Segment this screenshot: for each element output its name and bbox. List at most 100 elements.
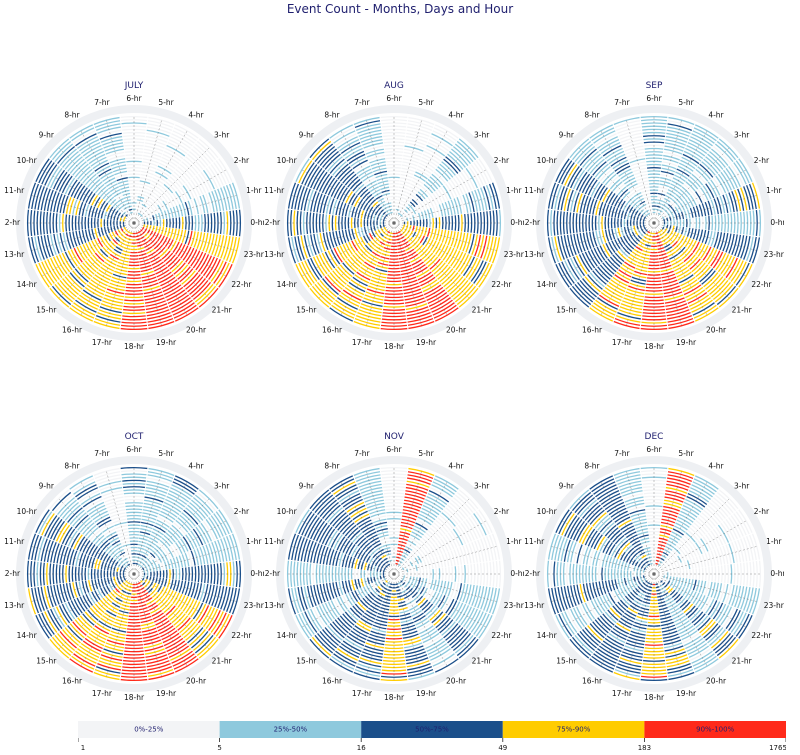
arc-h15-d15: [349, 256, 361, 268]
hour-label-11: 11-hr: [524, 537, 545, 546]
arc-h11-d21: [319, 545, 326, 564]
arc-h10-d25: [572, 520, 586, 541]
arc-h19-d30: [147, 668, 174, 677]
arc-h2-d16: [180, 187, 189, 201]
arc-h15-d15: [609, 256, 621, 268]
arc-h19-d6: [397, 597, 405, 601]
arc-h9-d16: [87, 176, 99, 188]
arc-h23-d31: [751, 588, 761, 615]
arc-h6-d30: [120, 470, 148, 473]
arc-h1-d20: [459, 546, 466, 565]
spoke-1: [393, 545, 499, 575]
arc-h2-d5: [672, 559, 677, 566]
arc-h11-d6: [107, 212, 111, 220]
arc-h5-d31: [148, 467, 175, 477]
arc-h4-d6: [404, 197, 411, 203]
arc-h17-d20: [366, 639, 385, 646]
arc-h21-d26: [449, 278, 466, 295]
arc-h7-d30: [614, 120, 641, 129]
arc-h5-d6: [137, 196, 145, 200]
arc-h16-d1: [127, 230, 131, 234]
arc-h22-d5: [152, 582, 157, 589]
arc-h22-d6: [674, 584, 680, 591]
hour-label-14: 14-hr: [537, 631, 558, 640]
arc-h18-d21: [124, 296, 144, 299]
arc-h19-d20: [403, 639, 422, 646]
arc-h3-d5: [147, 204, 153, 210]
hour-label-15: 15-hr: [36, 657, 57, 666]
arc-h3-d15: [687, 529, 699, 541]
arc-h2-d11: [427, 547, 434, 558]
arc-h3-d26: [449, 151, 466, 168]
arc-h16-d30: [331, 655, 355, 670]
arc-h4-d31: [174, 124, 199, 139]
arc-h12-d25: [306, 211, 309, 235]
arc-h5-d14: [400, 521, 414, 527]
arc-h4-d21: [682, 504, 700, 516]
arc-h17-d6: [123, 246, 131, 250]
arc-h5-d16: [141, 164, 157, 170]
arc-h14-d6: [108, 584, 114, 591]
hour-label-3: 3-hr: [734, 481, 750, 490]
arc-h4-d5: [142, 551, 149, 556]
arc-h19-d20: [663, 639, 682, 646]
arc-h6-d24: [383, 138, 405, 141]
arc-h21-d21: [699, 268, 714, 283]
arc-h17-d1: [649, 232, 653, 235]
arc-h20-d26: [428, 645, 450, 658]
arc-h3-d21: [179, 163, 194, 178]
arc-h14-d5: [371, 582, 376, 589]
arc-h20-d26: [688, 645, 710, 658]
arc-h19-d30: [407, 317, 434, 326]
arc-h20-d6: [144, 243, 151, 249]
arc-h20-d30: [433, 304, 457, 319]
arc-h12-d21: [578, 213, 581, 233]
arc-h8-d21: [608, 504, 626, 516]
hour-label-17: 17-hr: [92, 689, 113, 698]
arc-h17-d10: [378, 609, 389, 614]
arc-h17-d10: [118, 609, 129, 614]
arc-h20-d15: [415, 266, 428, 275]
arc-h9-d16: [607, 527, 619, 539]
arc-h5-d25: [665, 135, 688, 143]
spoke-8: [599, 129, 655, 224]
arc-h23-d25: [214, 585, 222, 608]
arc-h15-d10: [622, 597, 631, 606]
arc-h3-d26: [709, 151, 726, 168]
arc-h19-d30: [147, 317, 174, 326]
arc-h22-d21: [452, 251, 464, 269]
arc-h21-d16: [429, 609, 441, 621]
arc-h21-d10: [417, 597, 426, 606]
arc-h20-d10: [668, 604, 679, 611]
arc-h7-d6: [123, 196, 131, 200]
arc-h3-d1: [400, 214, 403, 217]
arc-h17-d15: [112, 624, 127, 630]
hour-label-6: 6-hr: [646, 94, 662, 103]
arc-h12-d30: [550, 560, 553, 588]
arc-h3-d15: [167, 178, 179, 190]
arc-h19-d10: [659, 258, 670, 263]
arc-h10-d21: [64, 177, 76, 195]
arc-h18-d25: [122, 659, 146, 662]
arc-h19-d25: [405, 303, 428, 311]
arc-h23-d1: [143, 575, 146, 579]
arc-h0-d25: [479, 562, 482, 586]
arc-h8-d1: [647, 563, 651, 567]
arc-h20-d1: [397, 581, 401, 585]
spoke-2: [653, 519, 748, 575]
arc-h17-d5: [644, 595, 651, 598]
arc-h1-d11: [172, 206, 177, 218]
arc-h4-d25: [687, 141, 708, 155]
arc-h23-d20: [719, 232, 726, 251]
arc-h19-d5: [397, 244, 404, 247]
arc-h19-d1: [135, 232, 139, 235]
hour-label-23: 23-hr: [764, 601, 784, 610]
polar-outer-ring: [536, 105, 772, 341]
arc-h16-d20: [350, 279, 367, 290]
arc-h21-d21: [179, 268, 194, 283]
arc-h8-d5: [119, 200, 126, 205]
spoke-8: [79, 129, 135, 224]
arc-h2-d1: [141, 216, 145, 220]
arc-h5-d16: [661, 164, 677, 170]
arc-h5-d6: [657, 196, 665, 200]
